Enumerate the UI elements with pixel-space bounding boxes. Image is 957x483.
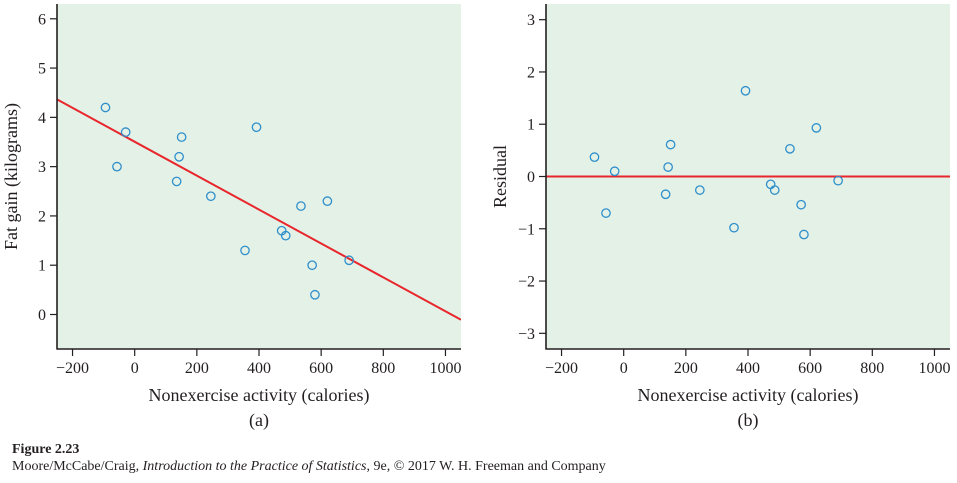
panel-a-x-tick-label-5: 800 <box>371 360 395 377</box>
panel-a: −200 0 200 400 600 800 1000 0 1 2 3 4 5 6 Nonexercise … <box>1 4 461 431</box>
panel-a-x-tick-label-6: 1000 <box>429 360 461 377</box>
panel-a-point-16 <box>344 255 354 266</box>
panel-a-point-7 <box>205 191 216 202</box>
source-edition-copyright: , 9e, © 2017 W. H. Freeman and Company <box>366 459 606 474</box>
panel-a-point-15 <box>322 196 333 206</box>
source-authors: Moore/McCabe/Craig, <box>12 459 143 474</box>
panel-b-x-tick-label-2: 200 <box>674 360 698 377</box>
panel-a-point-12 <box>296 201 306 211</box>
panel-b-point-7 <box>694 185 705 195</box>
panel-a-y-tick-label-1: 1 <box>38 258 46 275</box>
panel-a-y-tick-label-5: 5 <box>38 61 46 78</box>
panel-a-point-1 <box>100 102 111 113</box>
panel-b: −200 0 200 400 600 800 1000 −3 −2 −1 0 1 2 3 Nonexerci… <box>490 4 950 431</box>
panel-b-y-tick-label-0: −3 <box>518 326 535 343</box>
panel-b-point-11 <box>769 185 780 195</box>
panel-a-x-tick-label-1: 0 <box>131 360 139 377</box>
panel-a-x-tick-label-4: 600 <box>309 360 333 377</box>
panel-a-point-9 <box>251 122 262 133</box>
panel-a-point-2 <box>112 161 122 172</box>
panel-a-point-3 <box>120 127 131 137</box>
panel-a-point-11 <box>280 230 291 241</box>
source-book-title: Introduction to the Practice of Statisti… <box>142 459 367 474</box>
panel-b-point-15 <box>811 123 822 133</box>
panel-b-point-2 <box>601 208 611 218</box>
panel-a-point-6 <box>176 132 187 142</box>
panel-b-point-9 <box>740 85 751 96</box>
panel-b-point-3 <box>609 166 620 177</box>
panel-b-point-16 <box>833 175 843 186</box>
figure-source-credit: Moore/McCabe/Craig, Introduction to the … <box>12 459 606 475</box>
panel-b-x-tick-label-4: 600 <box>798 360 822 377</box>
panel-a-y-tick-label-3: 3 <box>38 159 46 176</box>
panel-b-point-4 <box>660 189 671 200</box>
panel-b-point-8 <box>729 222 739 233</box>
panel-b-x-tick-label-3: 400 <box>736 360 760 377</box>
panel-b-y-axis-title: Residual <box>490 145 510 208</box>
figure-label: Figure 2.23 <box>12 442 80 457</box>
panel-b-y-tick-label-4: 1 <box>527 117 535 134</box>
panel-b-x-tick-label-5: 800 <box>860 360 884 377</box>
panel-a-point-4 <box>171 176 182 187</box>
panel-a-point-5 <box>174 151 184 162</box>
panel-b-x-tick-label-0: −200 <box>545 360 578 377</box>
panel-b-point-13 <box>796 199 806 210</box>
panel-b-y-tick-label-3: 0 <box>527 169 535 186</box>
panel-b-point-14 <box>799 229 809 240</box>
panel-a-x-axis-title: Nonexercise activity (calories) <box>149 385 370 406</box>
panel-b-point-12 <box>785 143 795 154</box>
panel-a-y-tick-label-2: 2 <box>38 208 46 225</box>
panel-a-x-tick-label-0: −200 <box>56 360 89 377</box>
panel-a-point-14 <box>310 289 320 300</box>
panel-a-x-tick-label-3: 400 <box>247 360 271 377</box>
panel-a-point-13 <box>307 260 317 271</box>
panel-a-plot-background <box>57 4 461 349</box>
panel-a-y-tick-label-6: 6 <box>38 11 46 28</box>
panel-a-y-tick-label-4: 4 <box>38 110 46 127</box>
panel-a-label: (a) <box>249 410 269 431</box>
panel-b-x-axis-title: Nonexercise activity (calories) <box>638 385 859 406</box>
panel-b-point-1 <box>589 152 600 163</box>
panel-b-label: (b) <box>738 410 759 431</box>
panel-a-y-axis-title: Fat gain (kilograms) <box>1 103 22 250</box>
panel-b-y-tick-label-1: −2 <box>518 274 535 291</box>
panel-b-y-tick-label-2: −1 <box>518 221 535 238</box>
panel-a-x-tick-label-2: 200 <box>185 360 209 377</box>
panel-b-y-tick-label-5: 2 <box>527 64 535 81</box>
panel-b-point-5 <box>663 162 673 172</box>
panel-a-point-8 <box>240 245 250 256</box>
panel-b-point-6 <box>665 139 676 150</box>
panel-b-x-tick-label-1: 0 <box>620 360 628 377</box>
panel-b-x-tick-label-6: 1000 <box>918 360 950 377</box>
panel-a-y-tick-label-0: 0 <box>38 307 46 324</box>
panel-b-y-tick-label-6: 3 <box>527 12 535 29</box>
